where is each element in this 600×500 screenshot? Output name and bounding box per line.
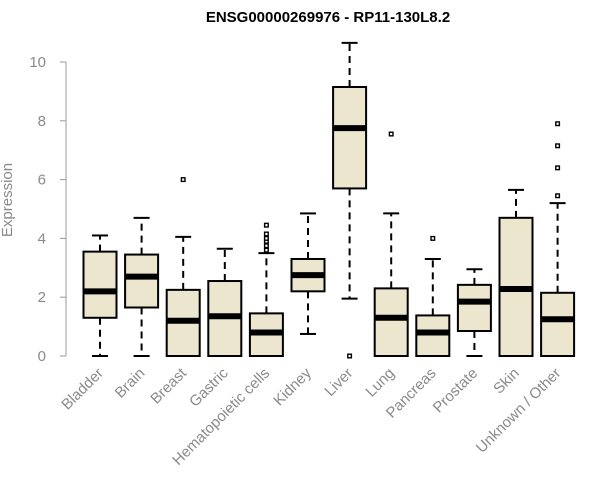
x-tick-label: Skin: [490, 365, 523, 398]
box-prostate: [456, 268, 492, 357]
box-body: [332, 85, 368, 190]
outlier-point: [263, 247, 269, 253]
x-tick-label: Bladder: [58, 365, 107, 414]
y-tick-label: 4: [38, 230, 46, 247]
y-axis-label: Expression: [0, 163, 16, 237]
box-brain: [124, 216, 160, 357]
outlier-point: [180, 177, 186, 183]
outlier-point: [263, 231, 269, 237]
box-lung: [373, 131, 409, 358]
x-tick-label: Liver: [321, 365, 356, 400]
box-body: [124, 253, 160, 309]
y-axis: 0 2 4 6 8 10: [29, 54, 67, 365]
box-body: [456, 283, 492, 333]
outlier-point: [388, 131, 394, 137]
x-tick-label: Lung: [362, 365, 398, 401]
x-tick-label: Brain: [112, 365, 149, 402]
chart-title: ENSG00000269976 - RP11-130L8.2: [206, 9, 450, 26]
box-gastric: [207, 247, 243, 357]
outlier-point: [263, 222, 269, 228]
outlier-point: [555, 143, 561, 149]
x-tick-label: Prostate: [430, 365, 482, 417]
x-tick-label: Kidney: [270, 364, 315, 409]
outlier-point: [347, 353, 353, 359]
boxes: [82, 41, 576, 359]
outlier-point: [555, 121, 561, 127]
box-body: [415, 314, 451, 358]
box-breast: [165, 177, 201, 358]
y-tick-label: 8: [38, 113, 46, 130]
box-pancreas: [415, 235, 451, 358]
box-body: [82, 250, 118, 319]
y-tick-label: 10: [29, 54, 46, 71]
x-tick-label: Breast: [147, 364, 190, 407]
box-hematopoietic-cells: [248, 222, 284, 357]
box-bladder: [82, 234, 118, 357]
box-unknown-other: [540, 121, 576, 358]
outlier-point: [263, 243, 269, 249]
y-tick-label: 0: [38, 348, 46, 365]
box-kidney: [290, 212, 326, 335]
outlier-point: [555, 193, 561, 199]
y-tick-label: 6: [38, 172, 46, 189]
outlier-point: [430, 235, 436, 241]
box-body: [540, 291, 576, 358]
box-body: [373, 287, 409, 358]
y-tick-label: 2: [38, 289, 46, 306]
outlier-point: [555, 165, 561, 171]
box-skin: [498, 188, 534, 357]
box-liver: [332, 41, 368, 359]
outlier-point: [263, 235, 269, 241]
